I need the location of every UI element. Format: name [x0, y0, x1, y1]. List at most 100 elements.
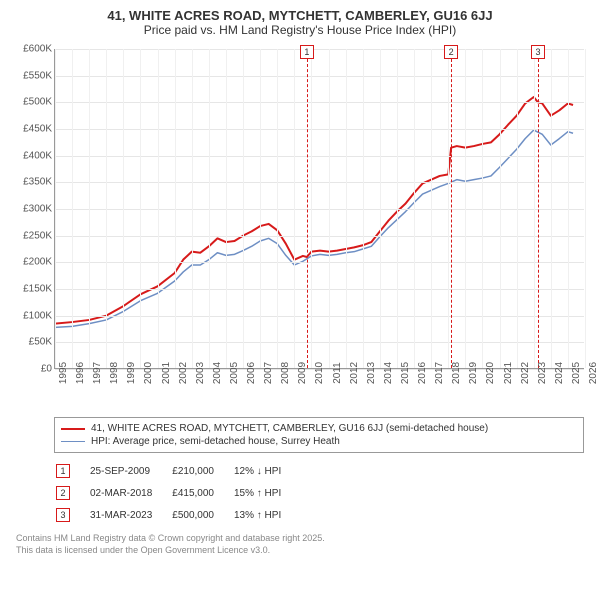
x-axis-label: 2007: [263, 362, 274, 384]
gridline-v: [414, 49, 415, 368]
footer-line: This data is licensed under the Open Gov…: [16, 545, 584, 557]
plot-area: 123: [54, 49, 584, 369]
gridline-v: [192, 49, 193, 368]
event-date: 25-SEP-2009: [90, 461, 170, 481]
legend-swatch: [61, 428, 85, 430]
x-axis-label: 2000: [143, 362, 154, 384]
legend: 41, WHITE ACRES ROAD, MYTCHETT, CAMBERLE…: [54, 417, 584, 453]
event-delta: 15% ↑ HPI: [234, 483, 299, 503]
event-price: £210,000: [172, 461, 232, 481]
gridline-h: [55, 262, 584, 263]
x-axis-label: 2022: [520, 362, 531, 384]
x-axis-label: 2019: [468, 362, 479, 384]
gridline-v: [277, 49, 278, 368]
gridline-v: [72, 49, 73, 368]
y-axis-label: £50K: [29, 337, 52, 348]
x-axis-label: 1997: [92, 362, 103, 384]
x-axis-label: 1995: [58, 362, 69, 384]
x-axis-label: 2014: [383, 362, 394, 384]
event-num-box: 3: [56, 508, 70, 522]
x-axis-label: 2017: [434, 362, 445, 384]
footer-line: Contains HM Land Registry data © Crown c…: [16, 533, 584, 545]
x-axis-label: 2003: [195, 362, 206, 384]
event-delta: 12% ↓ HPI: [234, 461, 299, 481]
x-axis-label: 2004: [212, 362, 223, 384]
event-delta: 13% ↑ HPI: [234, 505, 299, 525]
event-num-box: 2: [56, 486, 70, 500]
gridline-h: [55, 209, 584, 210]
series-line: [55, 130, 573, 327]
event-marker-badge: 1: [300, 45, 314, 59]
gridline-v: [311, 49, 312, 368]
footer-attribution: Contains HM Land Registry data © Crown c…: [16, 533, 584, 556]
x-axis-label: 2005: [229, 362, 240, 384]
gridline-h: [55, 316, 584, 317]
chart-area: 123 £0£50K£100K£150K£200K£250K£300K£350K…: [8, 43, 592, 413]
gridline-h: [55, 129, 584, 130]
gridline-v: [106, 49, 107, 368]
y-axis-label: £500K: [23, 97, 52, 108]
y-axis-label: £100K: [23, 310, 52, 321]
x-axis-label: 2010: [314, 362, 325, 384]
y-axis-label: £600K: [23, 44, 52, 55]
event-date: 31-MAR-2023: [90, 505, 170, 525]
y-axis-label: £450K: [23, 124, 52, 135]
gridline-h: [55, 236, 584, 237]
chart-subtitle: Price paid vs. HM Land Registry's House …: [8, 23, 592, 37]
gridline-v: [568, 49, 569, 368]
gridline-v: [397, 49, 398, 368]
gridline-v: [123, 49, 124, 368]
x-axis-label: 1999: [126, 362, 137, 384]
x-axis-label: 2013: [366, 362, 377, 384]
gridline-h: [55, 49, 584, 50]
x-axis-label: 2026: [588, 362, 599, 384]
y-axis-label: £0: [41, 364, 52, 375]
x-axis-label: 2011: [332, 362, 343, 384]
event-num-box: 1: [56, 464, 70, 478]
gridline-v: [226, 49, 227, 368]
gridline-v: [140, 49, 141, 368]
gridline-v: [482, 49, 483, 368]
legend-label: HPI: Average price, semi-detached house,…: [91, 436, 340, 447]
chart-title: 41, WHITE ACRES ROAD, MYTCHETT, CAMBERLE…: [8, 8, 592, 23]
x-axis-label: 2025: [571, 362, 582, 384]
x-axis-label: 1996: [75, 362, 86, 384]
gridline-v: [89, 49, 90, 368]
x-axis-label: 2001: [161, 362, 172, 384]
legend-label: 41, WHITE ACRES ROAD, MYTCHETT, CAMBERLE…: [91, 423, 488, 434]
gridline-v: [448, 49, 449, 368]
gridline-h: [55, 289, 584, 290]
gridline-v: [380, 49, 381, 368]
gridline-h: [55, 102, 584, 103]
legend-item: 41, WHITE ACRES ROAD, MYTCHETT, CAMBERLE…: [61, 422, 577, 435]
x-axis-label: 1998: [109, 362, 120, 384]
gridline-v: [517, 49, 518, 368]
gridline-h: [55, 76, 584, 77]
y-axis-label: £400K: [23, 150, 52, 161]
gridline-v: [209, 49, 210, 368]
chart-container: 41, WHITE ACRES ROAD, MYTCHETT, CAMBERLE…: [0, 0, 600, 590]
gridline-v: [363, 49, 364, 368]
y-axis-label: £300K: [23, 204, 52, 215]
event-price: £415,000: [172, 483, 232, 503]
gridline-h: [55, 156, 584, 157]
gridline-h: [55, 342, 584, 343]
event-price: £500,000: [172, 505, 232, 525]
x-axis-label: 2015: [400, 362, 411, 384]
x-axis-label: 2020: [485, 362, 496, 384]
gridline-v: [500, 49, 501, 368]
gridline-v: [551, 49, 552, 368]
event-marker-line: [307, 49, 308, 368]
x-axis-label: 2018: [451, 362, 462, 384]
event-date: 02-MAR-2018: [90, 483, 170, 503]
event-row: 3 31-MAR-2023£500,00013% ↑ HPI: [56, 505, 299, 525]
y-axis-label: £350K: [23, 177, 52, 188]
y-axis-label: £200K: [23, 257, 52, 268]
x-axis-label: 2021: [503, 362, 514, 384]
x-axis-label: 2002: [178, 362, 189, 384]
event-marker-line: [538, 49, 539, 368]
event-marker-badge: 2: [444, 45, 458, 59]
y-axis-label: £550K: [23, 70, 52, 81]
x-axis-label: 2024: [554, 362, 565, 384]
x-axis-label: 2006: [246, 362, 257, 384]
